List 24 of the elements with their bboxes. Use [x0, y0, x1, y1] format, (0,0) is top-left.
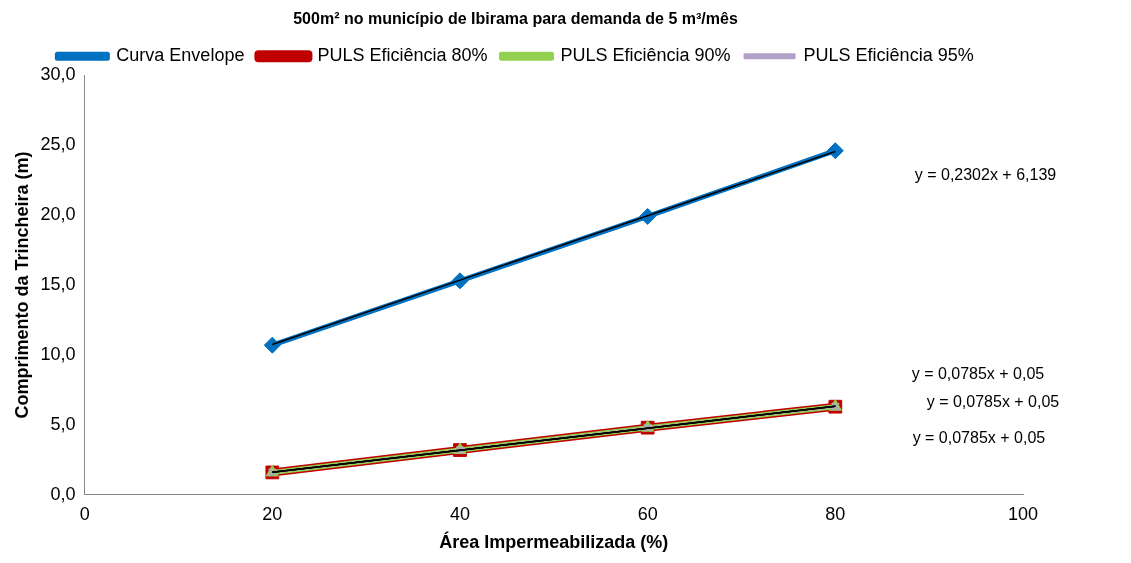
legend-label: Curva Envelope [116, 45, 245, 66]
y-tick-label: 0,0 [50, 483, 76, 504]
y-tick-label: 25,0 [40, 134, 76, 155]
annotation: y = 0,0785x + 0,05 [926, 392, 1060, 410]
x-tick-label: 20 [262, 503, 283, 524]
y-tick-label: 5,0 [50, 413, 76, 434]
y-tick-label: 20,0 [40, 204, 76, 225]
legend-label: PULS Eficiência 95% [803, 45, 974, 66]
y-axis-title: Comprimento da Trincheira (m) [11, 151, 32, 419]
annotation: y = 0,0785x + 0,05 [911, 364, 1045, 382]
x-tick-label: 60 [637, 503, 658, 524]
x-tick-label: 100 [1007, 503, 1039, 524]
y-tick-label: 10,0 [40, 343, 76, 364]
annotation: y = 0,0785x + 0,05 [912, 429, 1046, 447]
x-axis-title: Área Impermeabilizada (%) [439, 531, 669, 553]
legend-label: PULS Eficiência 90% [560, 45, 731, 66]
chart-title: 500m² no município de Ibirama para demanda de 5 m³/mês [293, 10, 738, 28]
x-tick-label: 0 [79, 503, 90, 524]
y-tick-label: 15,0 [40, 273, 76, 294]
x-tick-label: 40 [449, 503, 470, 524]
y-tick-label: 30,0 [40, 64, 76, 85]
x-tick-label: 80 [825, 503, 846, 524]
legend-label: PULS Eficiência 80% [317, 45, 488, 66]
annotation: y = 0,2302x + 6,139 [914, 166, 1057, 184]
